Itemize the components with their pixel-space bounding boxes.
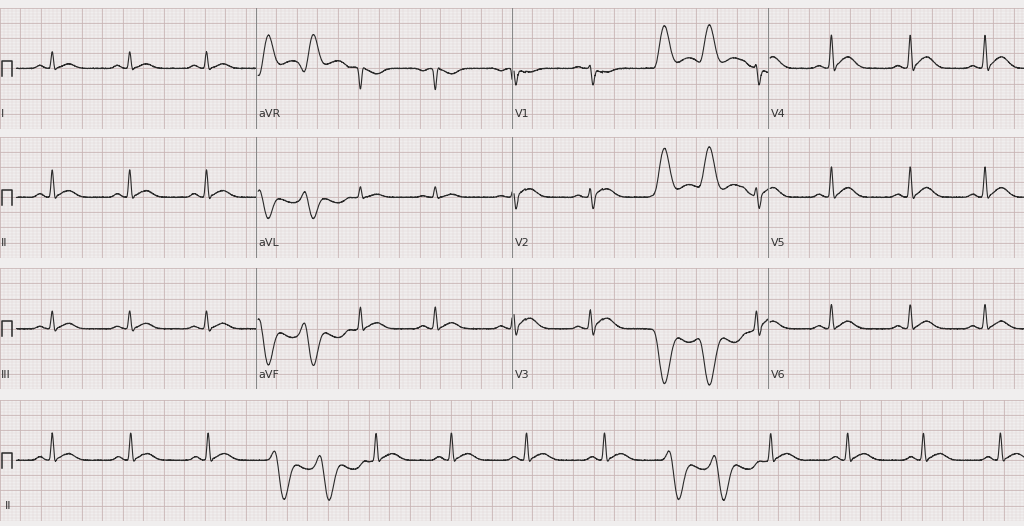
Text: V2: V2 [514, 238, 529, 248]
Text: aVF: aVF [258, 370, 280, 380]
Text: V4: V4 [770, 109, 785, 119]
Text: II: II [1, 238, 8, 248]
Text: aVL: aVL [258, 238, 280, 248]
Text: I: I [1, 109, 4, 119]
Text: aVR: aVR [258, 109, 281, 119]
Text: V6: V6 [770, 370, 785, 380]
Text: V1: V1 [514, 109, 529, 119]
Text: II: II [5, 501, 11, 511]
Text: V3: V3 [514, 370, 529, 380]
Text: III: III [1, 370, 11, 380]
Text: V5: V5 [770, 238, 785, 248]
